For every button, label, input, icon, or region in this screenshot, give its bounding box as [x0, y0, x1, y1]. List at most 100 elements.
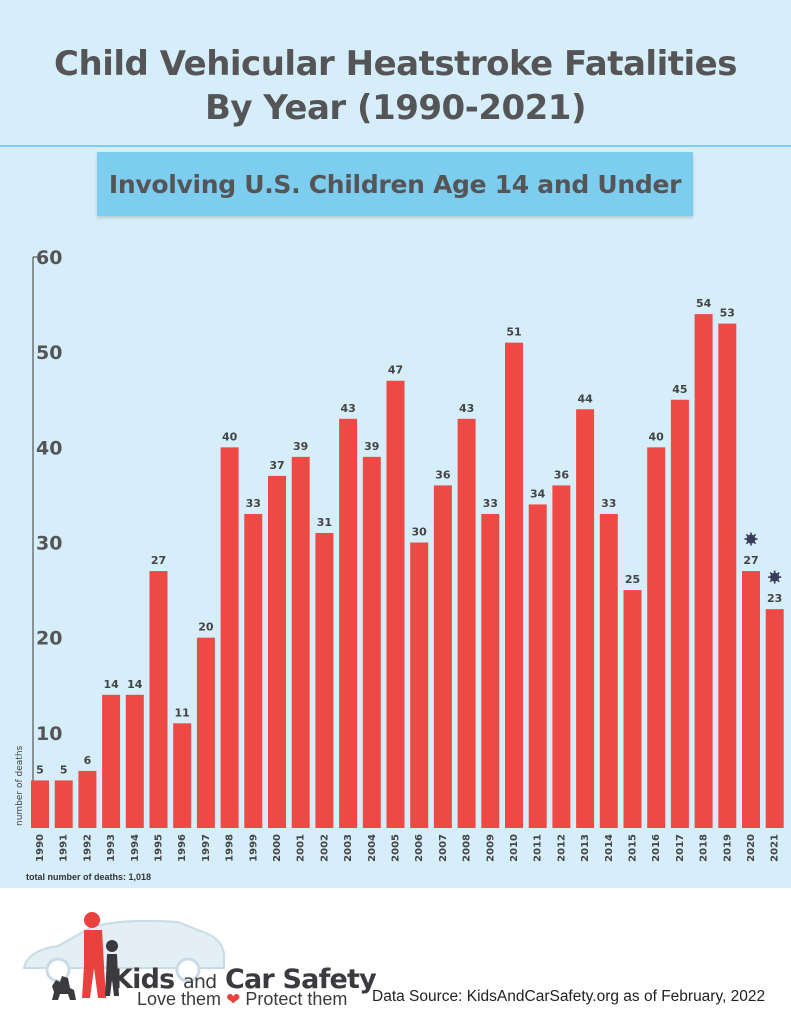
- bar-value-label: 14: [103, 678, 119, 691]
- bar: [623, 590, 642, 828]
- bar: [125, 694, 144, 828]
- bar-value-label: 23: [767, 592, 782, 605]
- bar: [552, 485, 571, 828]
- bar-value-label: 25: [625, 573, 640, 586]
- bar: [694, 314, 713, 829]
- y-tick-label: 40: [36, 437, 62, 459]
- bar-chart: 10 20 30 40 50 60 number of deaths 5 1990 5 1991 6 1…: [15, 247, 784, 862]
- bar-value-label: 39: [364, 440, 379, 453]
- bar: [457, 418, 476, 828]
- bar-value-label: 34: [530, 487, 546, 500]
- x-tick-label: 1990: [35, 834, 46, 862]
- bar: [362, 456, 381, 828]
- adult-figure-icon: [84, 912, 100, 928]
- logo-word-kids: Kids: [112, 964, 175, 995]
- bar: [173, 723, 192, 828]
- bar: [244, 513, 263, 828]
- bar-value-label: 33: [483, 497, 498, 510]
- bar: [78, 770, 97, 828]
- bar: [647, 447, 666, 828]
- bar: [410, 542, 429, 828]
- x-tick-label: 1995: [154, 834, 165, 862]
- bar-value-label: 14: [127, 678, 143, 691]
- bar-value-label: 5: [36, 763, 44, 776]
- logo-tagline: Love them ❤ Protect them: [137, 989, 347, 1010]
- bar-value-label: 51: [506, 326, 521, 339]
- total-deaths-note: total number of deaths: 1,018: [26, 872, 152, 882]
- bar-value-label: 27: [151, 554, 166, 567]
- x-tick-label: 2012: [556, 834, 567, 862]
- x-tick-label: 2001: [296, 834, 307, 862]
- data-source: Data Source: KidsAndCarSafety.org as of …: [372, 988, 766, 1005]
- bar: [576, 409, 595, 828]
- bar-value-label: 37: [269, 459, 284, 472]
- x-tick-label: 1999: [248, 834, 259, 862]
- bar-value-label: 5: [60, 763, 68, 776]
- bar-value-label: 36: [435, 468, 451, 481]
- bar-value-label: 31: [317, 516, 332, 529]
- y-tick-label: 60: [36, 247, 62, 269]
- x-tick-label: 2003: [343, 834, 354, 862]
- dog-icon: [52, 976, 76, 1000]
- bar: [149, 571, 168, 828]
- x-tick-label: 2019: [722, 834, 733, 862]
- bar: [386, 380, 405, 828]
- y-tick-label: 50: [36, 342, 62, 364]
- x-tick-label: 1992: [82, 834, 93, 862]
- bar-value-label: 40: [222, 430, 238, 443]
- bar-value-label: 43: [459, 402, 474, 415]
- bar: [291, 456, 310, 828]
- x-tick-label: 2000: [272, 834, 283, 862]
- bar-value-label: 53: [720, 307, 735, 320]
- y-tick-label: 30: [36, 533, 62, 555]
- bar: [220, 447, 239, 828]
- bar: [315, 532, 334, 828]
- bar-value-label: 47: [388, 364, 403, 377]
- x-tick-label: 1998: [225, 834, 236, 862]
- chart-title: Child Vehicular Heatstroke Fatalities By…: [0, 42, 791, 130]
- bar-value-label: 39: [293, 440, 308, 453]
- x-tick-label: 1993: [106, 834, 117, 862]
- bar: [31, 780, 49, 828]
- x-tick-label: 2006: [414, 834, 425, 862]
- bar-value-label: 20: [198, 621, 214, 634]
- x-tick-label: 2017: [675, 834, 686, 862]
- chart-title-line1: Child Vehicular Heatstroke Fatalities: [54, 44, 737, 84]
- x-tick-label: 2007: [438, 834, 449, 862]
- x-tick-label: 2018: [699, 834, 710, 862]
- bar: [54, 780, 73, 828]
- bar-value-label: 45: [672, 383, 687, 396]
- bar-value-label: 27: [743, 554, 758, 567]
- bar: [742, 571, 760, 828]
- chart-title-line2: By Year (1990-2021): [205, 88, 586, 128]
- bar: [433, 485, 452, 828]
- tagline-protect-them: Protect them: [245, 989, 348, 1009]
- bar-value-label: 6: [84, 754, 92, 767]
- x-tick-label: 1996: [177, 834, 188, 862]
- title-divider: [0, 145, 791, 147]
- bar-value-label: 33: [246, 497, 261, 510]
- x-tick-label: 2011: [533, 834, 544, 862]
- logo-word-car-safety: Car Safety: [224, 964, 377, 995]
- bar: [670, 399, 689, 828]
- y-axis-title: number of deaths: [15, 745, 25, 826]
- bar: [102, 694, 121, 828]
- x-tick-label: 2015: [628, 834, 639, 862]
- bar-value-label: 30: [412, 526, 428, 539]
- x-tick-label: 2004: [367, 834, 378, 862]
- bar-value-label: 33: [601, 497, 616, 510]
- car-outline-icon: [22, 919, 225, 969]
- bar-value-label: 43: [340, 402, 355, 415]
- x-tick-label: 1997: [201, 834, 212, 862]
- bar-value-label: 44: [577, 392, 593, 405]
- bar: [765, 609, 784, 828]
- x-tick-label: 2009: [485, 834, 496, 862]
- subtitle-banner: Involving U.S. Children Age 14 and Under: [97, 152, 693, 216]
- chart-subtitle: Involving U.S. Children Age 14 and Under: [108, 169, 682, 199]
- bar: [268, 475, 286, 828]
- virus-icon: [768, 570, 782, 584]
- x-tick-label: 2016: [651, 834, 662, 862]
- x-tick-label: 2002: [319, 834, 330, 862]
- bar: [528, 504, 547, 828]
- x-tick-label: 2020: [746, 834, 757, 862]
